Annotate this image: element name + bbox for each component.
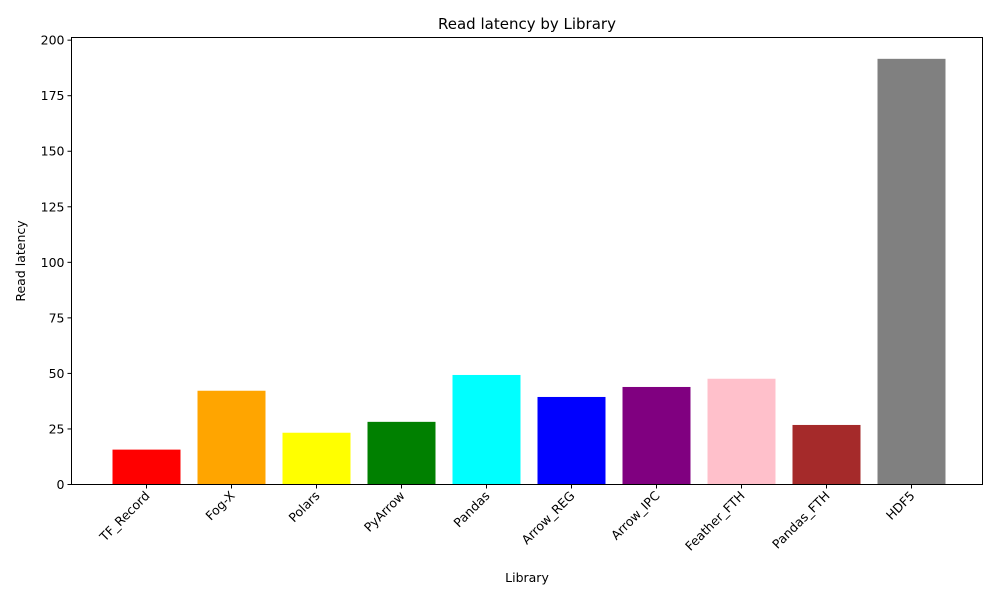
y-axis: 0 25 50 75 100 125 150 175 200: [41, 33, 72, 492]
bar-pandas: [452, 374, 521, 485]
chart-title: Read latency by Library: [438, 15, 616, 33]
x-axis: TF_Record Fog-X Polars PyArrow Pandas Arrow_R…: [96, 484, 918, 554]
bar-arrow-ipc: [622, 386, 691, 485]
bar-arrow-reg: [537, 396, 606, 485]
x-tick-label: Fog-X: [202, 488, 238, 524]
bars: [112, 58, 946, 485]
plot-frame: [71, 37, 983, 485]
y-tick-label: 125: [41, 199, 65, 214]
x-tick-label: PyArrow: [361, 488, 408, 535]
x-tick-label: Pandas_FTH: [769, 488, 833, 552]
y-tick-label: 100: [41, 255, 65, 270]
bar-pandas-fth: [792, 424, 861, 485]
y-tick-label: 0: [57, 477, 65, 492]
bar-polars: [282, 432, 351, 485]
bar-fog-x: [197, 390, 266, 485]
bar-hdf5: [877, 58, 946, 485]
x-tick-label: Arrow_REG: [518, 488, 577, 547]
x-tick-label: Feather_FTH: [682, 488, 748, 554]
x-tick-label: Polars: [285, 488, 322, 525]
y-tick-label: 200: [41, 33, 65, 48]
y-tick-label: 75: [49, 310, 65, 325]
y-tick-label: 25: [49, 421, 65, 436]
y-tick-label: 175: [41, 88, 65, 103]
x-tick-label: HDF5: [883, 488, 918, 523]
y-tick-label: 50: [49, 366, 65, 381]
bar-pyarrow: [367, 421, 436, 485]
y-axis-label: Read latency: [13, 220, 28, 302]
bar-tf-record: [112, 449, 181, 485]
x-tick-label: Arrow_IPC: [608, 488, 663, 543]
bar-feather-fth: [707, 378, 776, 485]
x-axis-label: Library: [505, 570, 549, 585]
x-tick-label: Pandas: [450, 488, 492, 530]
x-tick-label: TF_Record: [96, 488, 153, 545]
y-tick-label: 150: [41, 144, 65, 159]
